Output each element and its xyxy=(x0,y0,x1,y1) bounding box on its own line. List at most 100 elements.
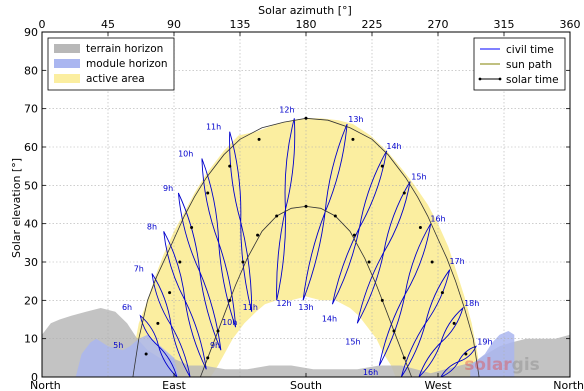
y-tick-label: 20 xyxy=(24,294,38,307)
hour-label-13h: 13h xyxy=(348,115,363,124)
analemma-16h xyxy=(378,223,432,366)
analemma-15h xyxy=(356,181,411,324)
module-horizon-east xyxy=(75,334,179,377)
solar-time-point xyxy=(206,356,210,360)
solar-time-point xyxy=(464,352,468,356)
analemma-13h xyxy=(302,123,348,301)
hour-label-15h: 15h xyxy=(345,337,360,346)
solar-time-point xyxy=(392,329,396,333)
analemma-5h xyxy=(133,382,148,387)
top-tick-label: 180 xyxy=(296,18,317,31)
y-tick-label: 60 xyxy=(24,141,38,154)
legend-dot xyxy=(478,77,482,81)
analemma-8h xyxy=(163,231,207,370)
y-tick-label: 30 xyxy=(24,256,38,269)
plot-area: 5h 6h 7h 8h 9h 10h 11h 12h 13h 14h 15h 16h 17h 18h 19h… xyxy=(42,32,570,387)
hour-label-5h: 5h xyxy=(113,341,123,350)
y-tick-label: 40 xyxy=(24,218,38,231)
legend-label: sun path xyxy=(506,59,552,71)
analemma-11h xyxy=(229,131,253,312)
analemma-17h xyxy=(400,269,451,377)
analemma-19h xyxy=(440,345,477,377)
brand-watermark: solargis xyxy=(464,355,540,375)
hour-label-10h: 10h xyxy=(222,318,237,327)
top-tick-label: 270 xyxy=(428,18,449,31)
solar-time-point xyxy=(304,116,308,120)
hour-label-12h: 12h xyxy=(279,105,294,114)
legend-label: civil time xyxy=(506,44,554,56)
legend-left: terrain horizon module horizon active area xyxy=(47,37,175,91)
bottom-tick-label: South xyxy=(290,379,322,391)
hour-label-10h: 10h xyxy=(178,150,193,159)
solar-time-point xyxy=(452,321,456,325)
solar-time-point xyxy=(178,260,182,264)
solar-time-point xyxy=(241,260,245,264)
top-tick-label: 225 xyxy=(362,18,383,31)
bottom-tick-label: North xyxy=(30,379,61,391)
solar-time-point xyxy=(430,260,434,264)
hour-label-17h: 17h xyxy=(449,257,464,266)
hour-label-14h: 14h xyxy=(386,142,401,151)
analemma-14h xyxy=(331,150,388,305)
module-horizon-west xyxy=(470,331,515,377)
top-axis-title: Solar azimuth [°] xyxy=(258,4,352,17)
top-tick-label: 90 xyxy=(167,18,181,31)
analemma-6h xyxy=(139,314,178,377)
hour-label-12h: 12h xyxy=(276,299,291,308)
solar-time-point xyxy=(168,291,172,295)
legend-swatch xyxy=(54,59,80,68)
solar-time-point xyxy=(190,226,194,229)
brand-part-solar: solar xyxy=(464,355,512,375)
hour-label-7h: 7h xyxy=(134,265,144,274)
analemma-12h xyxy=(276,118,296,301)
bottom-tick-label: East xyxy=(162,379,186,391)
solar-time-point xyxy=(418,226,422,229)
solar-time-point xyxy=(402,191,406,195)
hour-label-14h: 14h xyxy=(322,314,337,323)
hour-label-11h: 11h xyxy=(243,303,258,312)
hour-label-13h: 13h xyxy=(298,303,313,312)
solar-time-point xyxy=(380,298,384,302)
solar-time-point xyxy=(275,214,279,218)
solar-time-point xyxy=(228,298,232,302)
bottom-tick-label: West xyxy=(424,379,452,391)
y-tick-label: 70 xyxy=(24,103,38,116)
y-tick-label: 10 xyxy=(24,333,38,346)
legend-label: module horizon xyxy=(86,58,168,70)
y-tick-label: 80 xyxy=(24,64,38,77)
solar-time-point xyxy=(257,137,261,141)
legend-dot xyxy=(498,77,502,81)
top-tick-label: 0 xyxy=(39,18,46,31)
top-tick-label: 135 xyxy=(230,18,251,31)
legend-swatch xyxy=(54,44,80,53)
hour-label-6h: 6h xyxy=(122,303,132,312)
legend-label: active area xyxy=(86,73,145,85)
solar-time-point xyxy=(402,356,406,360)
y-tick-label: 90 xyxy=(24,26,38,39)
active-area xyxy=(132,118,481,377)
hour-label-19h: 19h xyxy=(477,337,492,346)
analemma-10h xyxy=(201,158,237,328)
solar-time-point xyxy=(144,352,148,356)
top-tick-label: 315 xyxy=(494,18,515,31)
bottom-tick-label: North xyxy=(553,379,584,391)
solar-time-point xyxy=(156,321,160,325)
hour-label-9h: 9h xyxy=(210,341,220,350)
solar-time-point xyxy=(351,137,355,141)
solar-time-point xyxy=(304,204,308,208)
solar-time-point xyxy=(216,329,220,333)
legend-swatch xyxy=(54,74,80,83)
hour-label-15h: 15h xyxy=(411,173,426,182)
solar-time-point xyxy=(440,291,444,295)
solar-time-point xyxy=(352,233,356,237)
hour-label-16h: 16h xyxy=(363,368,378,377)
legend-label: solar time xyxy=(506,74,559,86)
legend-right: civil time sun path solar time xyxy=(473,37,566,91)
hour-label-18h: 18h xyxy=(464,299,479,308)
analemma-7h xyxy=(151,273,191,377)
hour-label-11h: 11h xyxy=(206,123,221,132)
y-tick-label: 0 xyxy=(31,371,38,384)
top-tick-label: 360 xyxy=(560,18,581,31)
solar-time-point xyxy=(367,260,371,264)
